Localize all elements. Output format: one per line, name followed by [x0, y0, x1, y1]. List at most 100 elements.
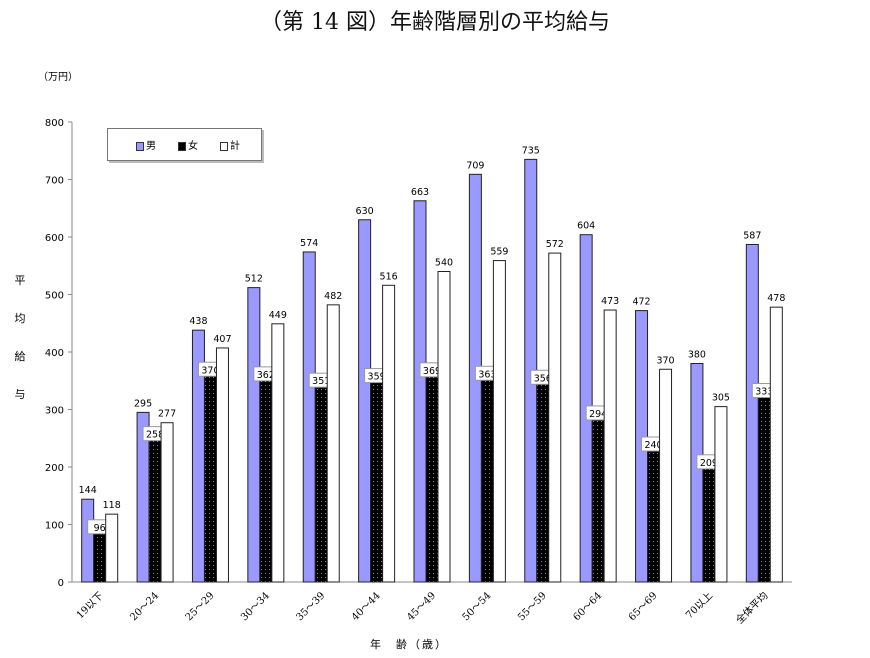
data-label: 240: [644, 440, 662, 451]
bar-計-12: [769, 306, 783, 583]
data-label: 473: [601, 296, 619, 307]
y-tick-label: 500: [45, 291, 64, 302]
y-tick-label: 400: [45, 348, 64, 359]
data-label: 370: [656, 355, 674, 366]
data-label: 572: [546, 239, 564, 250]
data-label: 359: [368, 372, 386, 383]
bar-計-8: [548, 252, 562, 583]
legend-item-total: 計: [220, 137, 240, 152]
bar-女-0: [93, 526, 107, 583]
y-tick-label: 100: [45, 521, 64, 532]
x-tick-label: 40～44: [350, 590, 383, 623]
bar-女-5: [370, 375, 384, 583]
y-axis-label: 平均給与: [14, 274, 26, 401]
data-label: 587: [743, 230, 761, 241]
bar-女-11: [702, 461, 716, 583]
data-label: 96: [94, 523, 106, 534]
data-label: 709: [466, 160, 484, 171]
data-label: 630: [356, 206, 374, 217]
bar-女-8: [536, 376, 550, 583]
y-tick-label: 700: [45, 176, 64, 187]
bar-計-0: [105, 513, 119, 583]
data-label: 363: [478, 369, 496, 380]
bar-男-0: [81, 498, 95, 583]
x-tick-label: 全体平均: [733, 589, 770, 626]
y-tick-label: 200: [45, 463, 64, 474]
bar-女-7: [480, 372, 494, 583]
x-tick-label: 45～49: [405, 590, 438, 623]
data-label: 516: [380, 271, 398, 282]
data-label: 482: [324, 291, 342, 302]
data-label: 305: [712, 393, 730, 404]
bar-計-10: [659, 368, 673, 583]
x-tick-label: 20～24: [128, 590, 161, 623]
bar-男-4: [302, 251, 316, 583]
bar-女-10: [647, 443, 661, 583]
data-label: 294: [589, 409, 607, 420]
bar-女-2: [203, 368, 217, 583]
x-tick-label: 19以下: [75, 590, 106, 621]
data-label: 559: [490, 247, 508, 258]
bar-計-1: [160, 422, 174, 583]
x-tick-label: 65～69: [627, 590, 660, 623]
data-label: 574: [300, 238, 318, 249]
y-tick-label: 300: [45, 406, 64, 417]
data-label: 209: [700, 458, 718, 469]
bar-男-3: [247, 287, 261, 583]
x-tick-label: 30～34: [239, 590, 272, 623]
data-label: 512: [245, 274, 263, 285]
bar-男-12: [745, 243, 759, 583]
x-tick-label: 50～54: [461, 590, 494, 623]
bar-男-11: [690, 363, 704, 583]
data-label: 540: [435, 258, 453, 269]
data-label: 118: [103, 500, 121, 511]
bar-計-11: [714, 406, 728, 583]
x-tick-label: 25～29: [184, 590, 217, 623]
bar-計-3: [271, 323, 285, 583]
unit-label: （万円）: [38, 72, 78, 83]
bar-男-6: [413, 200, 427, 583]
x-axis-label: 年 齢（歳）: [370, 638, 448, 651]
bar-計-7: [492, 260, 506, 583]
data-label: 356: [534, 373, 552, 384]
y-tick-label: 800: [45, 118, 64, 129]
bar-計-4: [326, 304, 340, 583]
bar-計-2: [215, 347, 229, 583]
data-label: 735: [522, 145, 540, 156]
x-tick-label: 60～64: [571, 590, 604, 623]
data-label: 438: [189, 316, 207, 327]
data-label: 407: [213, 334, 231, 345]
data-label: 604: [577, 221, 595, 232]
bar-計-6: [437, 271, 451, 583]
bar-女-6: [425, 369, 439, 583]
data-label: 258: [146, 430, 164, 441]
data-label: 663: [411, 187, 429, 198]
data-label: 277: [158, 409, 176, 420]
x-tick-label: 70以上: [683, 590, 715, 622]
bar-女-1: [148, 433, 162, 583]
data-label: 380: [688, 350, 706, 361]
x-tick-label: 35～39: [295, 590, 328, 623]
data-label: 369: [423, 366, 441, 377]
y-tick-label: 0: [58, 578, 64, 589]
bar-計-5: [382, 284, 396, 583]
data-label: 351: [312, 376, 330, 387]
legend-item-female: 女: [178, 137, 198, 152]
data-label: 370: [201, 365, 219, 376]
bar-女-4: [314, 379, 328, 583]
bar-女-12: [757, 390, 771, 583]
data-label: 478: [767, 293, 785, 304]
legend-item-male: 男: [136, 137, 156, 152]
legend: 男 女 計: [107, 128, 262, 161]
y-tick-label: 600: [45, 233, 64, 244]
bar-男-5: [358, 219, 372, 583]
data-label: 333: [755, 387, 773, 398]
chart-title: （第 14 図）年齢階層別の平均給与: [260, 10, 610, 35]
x-tick-label: 55～59: [516, 590, 549, 623]
data-label: 295: [134, 398, 152, 409]
data-label: 144: [79, 485, 97, 496]
data-label: 449: [269, 310, 287, 321]
data-label: 472: [632, 297, 650, 308]
